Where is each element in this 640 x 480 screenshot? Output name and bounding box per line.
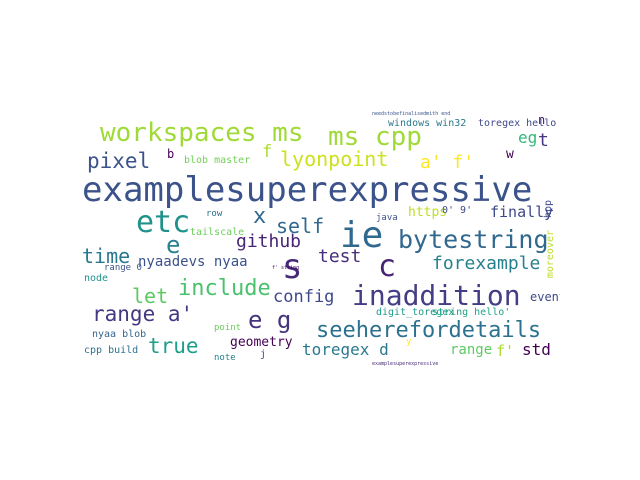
word-cloud-word: point	[214, 323, 242, 333]
word-cloud-word: ie	[340, 215, 384, 256]
word-cloud-word: range a'	[92, 302, 194, 326]
word-cloud-word: time	[82, 244, 131, 268]
word-cloud: examplesuperexpressive workspaces ms ms …	[80, 80, 560, 400]
word-cloud-word: toregex hello	[478, 118, 557, 129]
word-cloud-word: x	[253, 204, 267, 229]
word-cloud-word: tailscale	[190, 227, 245, 238]
word-cloud-word: c	[378, 249, 397, 284]
word-cloud-word: row	[206, 209, 223, 219]
word-cloud-word: java	[376, 213, 398, 223]
word-cloud-word: etc	[136, 205, 191, 240]
word-cloud-word: windows win32	[388, 118, 467, 129]
word-cloud-word: seeherefordetails	[316, 318, 542, 343]
word-cloud-word: w	[506, 147, 514, 162]
word-cloud-word: digit_toregex	[376, 307, 455, 318]
word-cloud-word: let	[132, 284, 169, 308]
word-cloud-word: inaddition	[352, 279, 521, 312]
word-cloud-word: std	[522, 340, 551, 359]
word-cloud-word: a' f'	[420, 152, 475, 173]
word-cloud-word: n	[538, 113, 546, 127]
word-cloud-word: hpp	[543, 200, 554, 219]
word-cloud-word: config	[273, 287, 335, 307]
word-cloud-word: workspaces ms	[100, 118, 304, 148]
word-cloud-word: include	[178, 276, 271, 301]
word-cloud-word: pixel	[87, 149, 151, 173]
word-cloud-word: range 0'	[104, 263, 148, 273]
word-cloud-word: moreover	[545, 230, 556, 279]
word-cloud-word: examplesuperexpressive	[372, 361, 439, 367]
word-cloud-word: f	[262, 142, 273, 162]
word-cloud-word: cpp build	[84, 345, 139, 356]
word-cloud-word: t	[538, 130, 549, 151]
word-cloud-word: needstobefinalisedmith end	[372, 111, 451, 117]
word-cloud-word: github	[236, 231, 302, 252]
word-cloud-word: range	[450, 342, 493, 358]
word-cloud-word: finally	[490, 203, 554, 221]
word-cloud-word: f'	[496, 342, 515, 360]
word-cloud-word: f' string	[272, 265, 300, 271]
word-cloud-word: https	[408, 205, 448, 220]
word-cloud-word: true	[148, 334, 199, 358]
word-cloud-word: b	[167, 147, 175, 161]
word-cloud-word: ms cpp	[328, 122, 422, 152]
word-cloud-word: j	[260, 349, 267, 360]
word-cloud-word: string hello'	[432, 307, 511, 318]
word-cloud-word: geometry	[230, 335, 293, 350]
word-cloud-word: e	[166, 231, 181, 259]
word-cloud-word: y	[406, 337, 412, 347]
word-cloud-word: examplesuperexpressive	[82, 170, 533, 210]
word-cloud-word: nyaadevs nyaa	[138, 254, 248, 270]
word-cloud-word: node	[84, 273, 109, 284]
word-cloud-word: note	[214, 353, 236, 363]
word-cloud-word: self	[276, 214, 325, 238]
word-cloud-word: bytestring	[398, 225, 549, 254]
word-cloud-word: forexample	[432, 253, 541, 274]
word-cloud-word: eg	[518, 128, 538, 147]
word-cloud-word: event	[530, 290, 560, 304]
word-cloud-word: e g	[248, 306, 292, 334]
word-cloud-word: lyonpoint	[280, 147, 389, 171]
word-cloud-word: 0' 9'	[442, 205, 473, 216]
word-cloud-word: test	[318, 246, 362, 267]
word-cloud-word: s	[282, 247, 303, 287]
word-cloud-word: blob master	[184, 155, 251, 166]
word-cloud-word: nyaa blob	[92, 329, 147, 340]
word-cloud-word: toregex d	[302, 340, 389, 359]
